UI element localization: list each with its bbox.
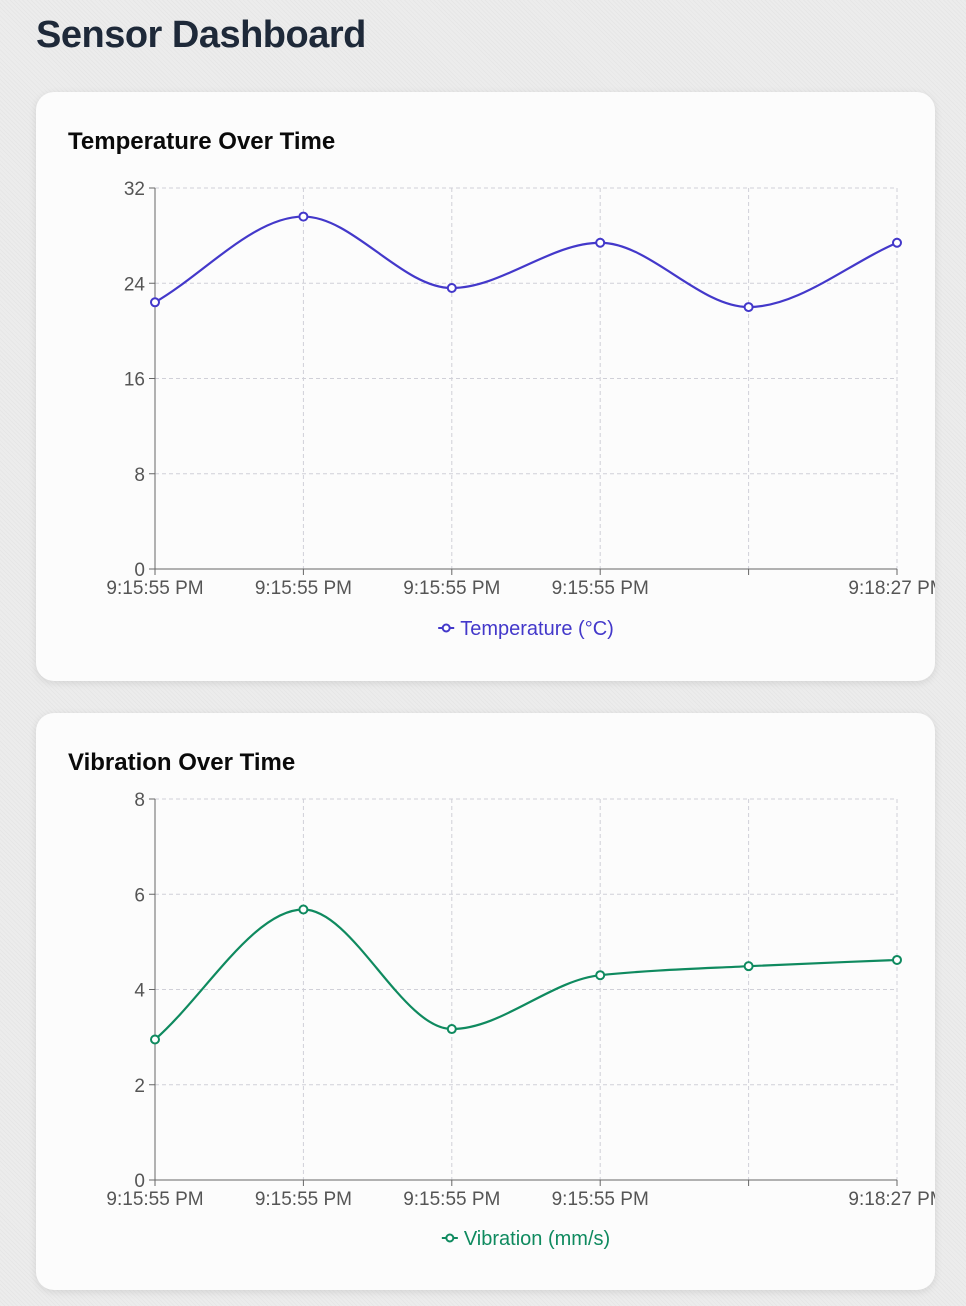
x-tick-label: 9:15:55 PM <box>403 1189 500 1210</box>
y-tick-label: 32 <box>124 179 145 200</box>
temperature-chart-card: Temperature Over Time 0 8 16 24 32 9:15:55 PM… <box>36 92 935 681</box>
grid <box>155 798 898 1180</box>
x-tick-label: 9:15:55 PM <box>106 1189 203 1210</box>
data-point[interactable] <box>150 297 160 308</box>
x-tick-label: 9:18:27 PM <box>848 578 935 599</box>
y-tick-label: 8 <box>134 465 145 486</box>
data-point[interactable] <box>892 954 902 965</box>
series-line <box>154 908 898 1041</box>
y-tick-label: 16 <box>124 370 145 391</box>
x-tick-label: 9:18:27 PM <box>848 1189 935 1210</box>
vibration-chart: 0 2 4 6 8 9:15:55 PM 9:15:55 PM 9:15:55 PM 9:15:… <box>106 790 935 1250</box>
x-tick-label: 9:15:55 PM <box>255 578 352 599</box>
legend-swatch-marker <box>441 623 451 633</box>
grid <box>155 187 898 569</box>
legend-label: Temperature (°C) <box>460 618 614 640</box>
data-point[interactable] <box>595 237 606 248</box>
legend-label: Vibration (mm/s) <box>464 1228 610 1250</box>
x-tick-label: 9:15:55 PM <box>403 578 500 599</box>
y-tick-label: 6 <box>134 885 145 906</box>
legend[interactable]: Vibration (mm/s) <box>441 1228 610 1250</box>
x-tick-label: 9:15:55 PM <box>255 1189 352 1210</box>
chart-title: Vibration Over Time <box>68 749 296 776</box>
data-point[interactable] <box>446 283 457 294</box>
x-tick-label: 9:15:55 PM <box>106 578 203 599</box>
y-tick-label: 24 <box>124 274 146 295</box>
temperature-chart: 0 8 16 24 32 9:15:55 PM 9:15:55 PM 9:15:55 PM 9:… <box>106 179 935 640</box>
data-point[interactable] <box>150 1034 160 1045</box>
series-line <box>154 215 898 309</box>
y-tick-label: 4 <box>134 981 145 1002</box>
y-tick-label: 8 <box>134 790 145 811</box>
data-point[interactable] <box>298 211 309 222</box>
chart-title: Temperature Over Time <box>68 128 336 155</box>
vibration-chart-card: Vibration Over Time 0 2 4 6 8 9:15:55 PM 9:15:… <box>36 713 935 1290</box>
y-tick-label: 2 <box>134 1076 145 1097</box>
page-title: Sensor Dashboard <box>36 14 366 56</box>
y-tick-label: 0 <box>134 1171 145 1192</box>
data-point[interactable] <box>595 970 606 981</box>
data-point[interactable] <box>446 1024 457 1035</box>
data-point[interactable] <box>298 904 309 915</box>
x-tick-label: 9:15:55 PM <box>552 1189 649 1210</box>
x-tick-label: 9:15:55 PM <box>552 578 649 599</box>
data-point[interactable] <box>743 961 754 972</box>
legend-swatch-marker <box>445 1233 455 1243</box>
y-tick-label: 0 <box>134 560 145 581</box>
data-point[interactable] <box>743 302 754 313</box>
data-point[interactable] <box>892 237 902 248</box>
legend[interactable]: Temperature (°C) <box>438 618 614 640</box>
